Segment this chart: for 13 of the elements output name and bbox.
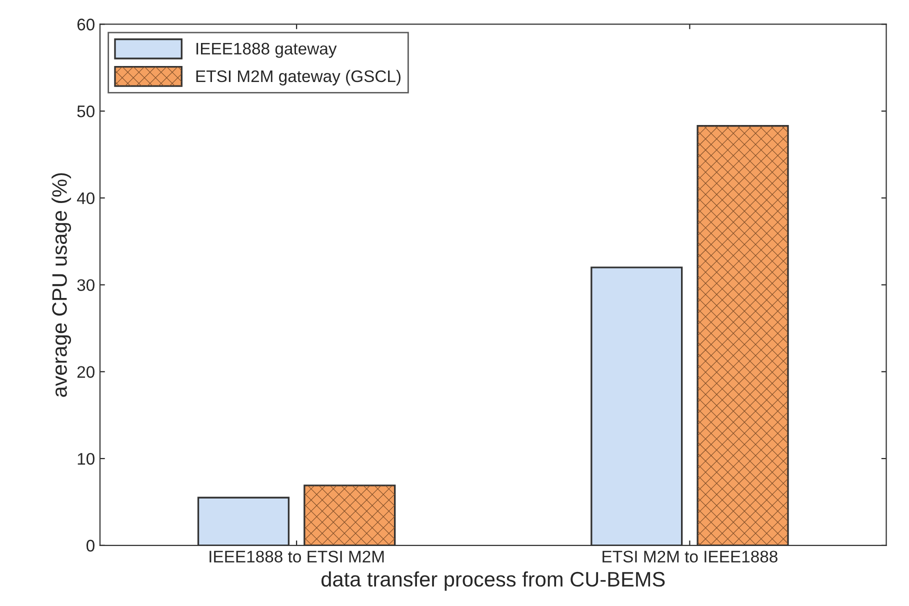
y-tick-label: 10 [78, 452, 94, 465]
x-tick-label: IEEE1888 to ETSI M2M [210, 550, 384, 563]
x-axis-title: data transfer process from CU-BEMS [322, 571, 665, 591]
y-tick-label: 60 [77, 18, 94, 30]
y-tick-label: 20 [77, 366, 94, 378]
y-tick-label: 40 [76, 192, 94, 204]
legend-label: ETSI M2M gateway (GSCL) [196, 70, 400, 86]
legend-label: IEEE1888 gateway [196, 42, 337, 58]
y-tick-label: 30 [77, 279, 94, 292]
y-tick-label: 0 [86, 540, 94, 552]
x-tick-label: ETSI M2M to IEEE1888 [602, 550, 778, 563]
y-axis-title: average CPU usage (%) [52, 173, 72, 397]
y-tick-label: 50 [77, 106, 94, 118]
